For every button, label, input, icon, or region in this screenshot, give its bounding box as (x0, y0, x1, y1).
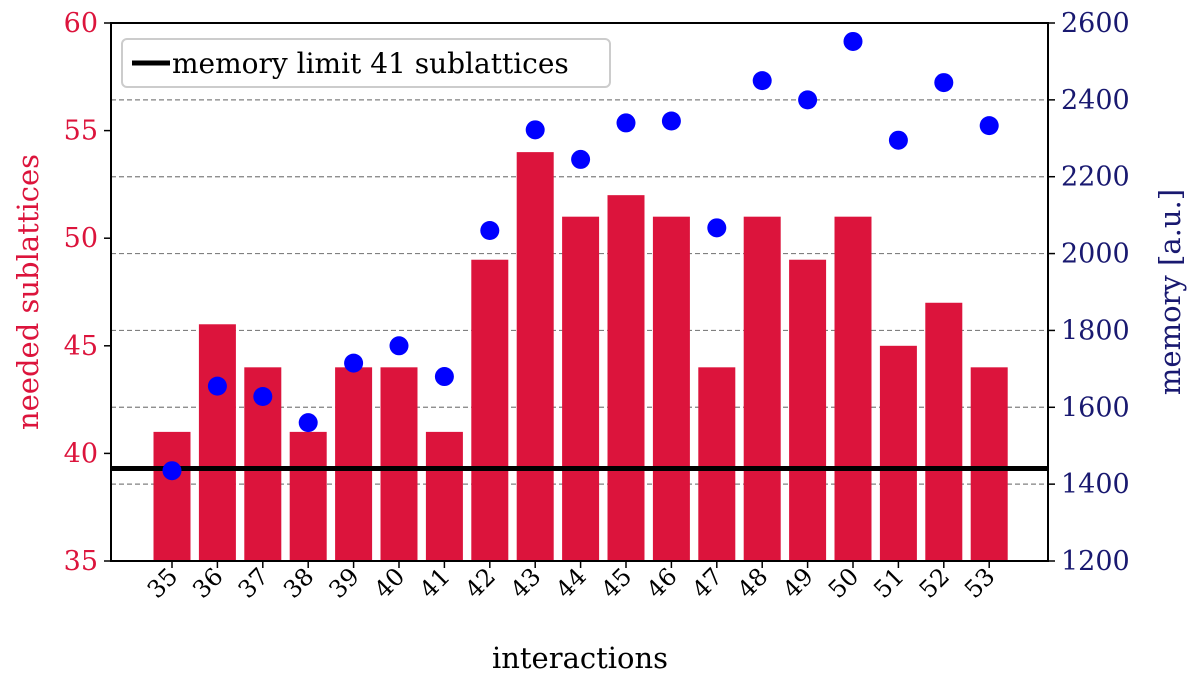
x-tick-label: 52 (914, 562, 955, 603)
bar (789, 259, 827, 561)
x-tick-label: 39 (323, 562, 364, 603)
right-tick-label: 2600 (1061, 8, 1130, 39)
scatter-point (979, 116, 999, 136)
left-tick-label: 55 (64, 116, 98, 147)
scatter-point (888, 130, 908, 150)
x-tick-label: 53 (959, 562, 1000, 603)
scatter-point (298, 413, 318, 433)
x-tick-label: 45 (596, 562, 637, 603)
x-tick-label: 43 (505, 562, 546, 603)
plot-frame (110, 22, 1049, 562)
scatter-point (934, 73, 954, 93)
left-tick-label: 50 (64, 223, 98, 254)
bar (380, 367, 418, 561)
bar (153, 431, 191, 561)
x-tick-label: 50 (823, 562, 864, 603)
bar (198, 324, 236, 561)
x-tick-label: 51 (868, 562, 909, 603)
scatter-point (525, 120, 545, 140)
bar (516, 152, 554, 561)
left-tick-label: 35 (64, 546, 98, 577)
scatter-point (752, 71, 772, 91)
x-axis-ticks: 35 36 37 38 39 40 41 42 43 44 45 46 47 48 49 50 51 52 53 (142, 561, 1000, 604)
right-tick-label: 1200 (1061, 546, 1130, 577)
x-tick-label: 42 (460, 562, 501, 603)
bar (652, 216, 690, 561)
legend-box (121, 38, 611, 88)
left-tick-label: 60 (64, 8, 98, 39)
scatter-point (389, 336, 409, 356)
x-tick-label: 48 (732, 562, 773, 603)
right-axis-title: memory [a.u.] (1153, 189, 1187, 395)
legend-label: memory limit 41 sublattices (172, 47, 569, 80)
right-tick-label: 1400 (1061, 469, 1130, 500)
scatter-point (207, 376, 227, 396)
scatter-series (162, 31, 999, 481)
left-axis-ticks: 35 40 45 50 55 60 (64, 8, 111, 577)
x-tick-label: 40 (369, 562, 410, 603)
x-tick-label: 47 (687, 562, 728, 603)
x-tick-label: 46 (641, 562, 682, 603)
scatter-point (661, 111, 681, 131)
bar (471, 259, 509, 561)
bar (335, 367, 373, 561)
bar (743, 216, 781, 561)
bar (562, 216, 600, 561)
scatter-point (480, 221, 500, 241)
bar (289, 431, 327, 561)
scatter-point (843, 31, 863, 51)
right-tick-label: 2400 (1061, 85, 1130, 116)
bar (970, 367, 1008, 561)
x-axis-title: interactions (492, 641, 668, 675)
right-tick-label: 2000 (1061, 239, 1130, 270)
x-tick-label: 37 (233, 562, 274, 603)
scatter-point (571, 149, 591, 169)
scatter-point (798, 90, 818, 110)
bar (607, 195, 645, 561)
scatter-point (344, 353, 364, 373)
bar-series (153, 152, 1008, 561)
x-tick-label: 38 (278, 562, 319, 603)
bar (425, 431, 463, 561)
bar (925, 302, 963, 561)
legend: memory limit 41 sublattices (121, 38, 611, 88)
right-tick-label: 1600 (1061, 392, 1130, 423)
scatter-point (707, 218, 727, 238)
scatter-point (253, 387, 273, 407)
scatter-point (616, 113, 636, 133)
x-tick-label: 36 (187, 562, 228, 603)
bar (834, 216, 872, 561)
left-tick-label: 40 (64, 438, 98, 469)
x-tick-label: 35 (142, 562, 183, 603)
right-axis-ticks: 1200 1400 1600 1800 2000 2200 2400 2600 (1048, 8, 1130, 577)
x-tick-label: 49 (777, 562, 818, 603)
x-tick-label: 41 (414, 562, 455, 603)
right-tick-label: 2200 (1061, 162, 1130, 193)
scatter-point (162, 461, 182, 481)
left-axis-title: needed sublattices (11, 154, 45, 430)
bar (698, 367, 736, 561)
left-tick-label: 45 (64, 331, 98, 362)
right-tick-label: 1800 (1061, 315, 1130, 346)
bar (879, 345, 917, 561)
x-tick-label: 44 (550, 562, 591, 603)
scatter-point (434, 367, 454, 387)
